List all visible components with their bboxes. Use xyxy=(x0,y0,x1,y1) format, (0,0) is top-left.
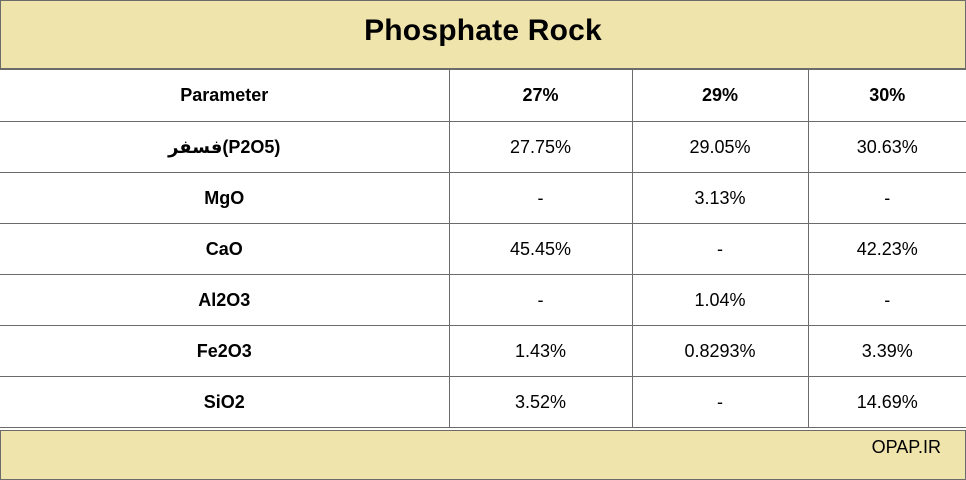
table-cell: 42.23% xyxy=(807,223,966,275)
table-cell: 29.05% xyxy=(631,121,809,173)
table-row: فسفر(P2O5) 27.75% 29.05% 30.63% xyxy=(0,121,966,173)
table-cell: 0.8293% xyxy=(631,325,809,377)
table-row: SiO2 3.52% - 14.69% xyxy=(0,376,966,428)
footer-band: OPAP.IR xyxy=(0,430,966,480)
row-parameter: Fe2O3 xyxy=(0,325,450,377)
table-cell: 27.75% xyxy=(448,121,633,173)
table-cell: 1.43% xyxy=(448,325,633,377)
column-header-29: 29% xyxy=(631,69,809,122)
footer-source-label: OPAP.IR xyxy=(871,437,941,457)
table-row: CaO 45.45% - 42.23% xyxy=(0,223,966,275)
column-header-27: 27% xyxy=(448,69,633,122)
table-header-row: Parameter 27% 29% 30% xyxy=(0,69,966,122)
row-parameter: Al2O3 xyxy=(0,274,450,326)
table-cell: - xyxy=(807,172,966,224)
title-banner: Phosphate Rock xyxy=(0,0,966,69)
table-cell: - xyxy=(448,274,633,326)
column-header-parameter: Parameter xyxy=(0,69,450,122)
table-cell: 30.63% xyxy=(807,121,966,173)
composition-table: Parameter 27% 29% 30% فسفر(P2O5) 27.75% … xyxy=(0,69,966,428)
table-cell: 3.39% xyxy=(807,325,966,377)
table-cell: - xyxy=(448,172,633,224)
table-row: Fe2O3 1.43% 0.8293% 3.39% xyxy=(0,325,966,377)
table-cell: - xyxy=(807,274,966,326)
row-parameter: MgO xyxy=(0,172,450,224)
row-parameter: SiO2 xyxy=(0,376,450,428)
table-cell: 3.13% xyxy=(631,172,809,224)
table-cell: 45.45% xyxy=(448,223,633,275)
column-header-30: 30% xyxy=(807,69,966,122)
row-parameter: فسفر(P2O5) xyxy=(0,121,450,173)
table-cell: 14.69% xyxy=(807,376,966,428)
table-cell: 3.52% xyxy=(448,376,633,428)
row-parameter: CaO xyxy=(0,223,450,275)
table-cell: 1.04% xyxy=(631,274,809,326)
table-row: Al2O3 - 1.04% - xyxy=(0,274,966,326)
table-cell: - xyxy=(631,223,809,275)
table-row: MgO - 3.13% - xyxy=(0,172,966,224)
table-cell: - xyxy=(631,376,809,428)
page-title: Phosphate Rock xyxy=(364,13,602,47)
